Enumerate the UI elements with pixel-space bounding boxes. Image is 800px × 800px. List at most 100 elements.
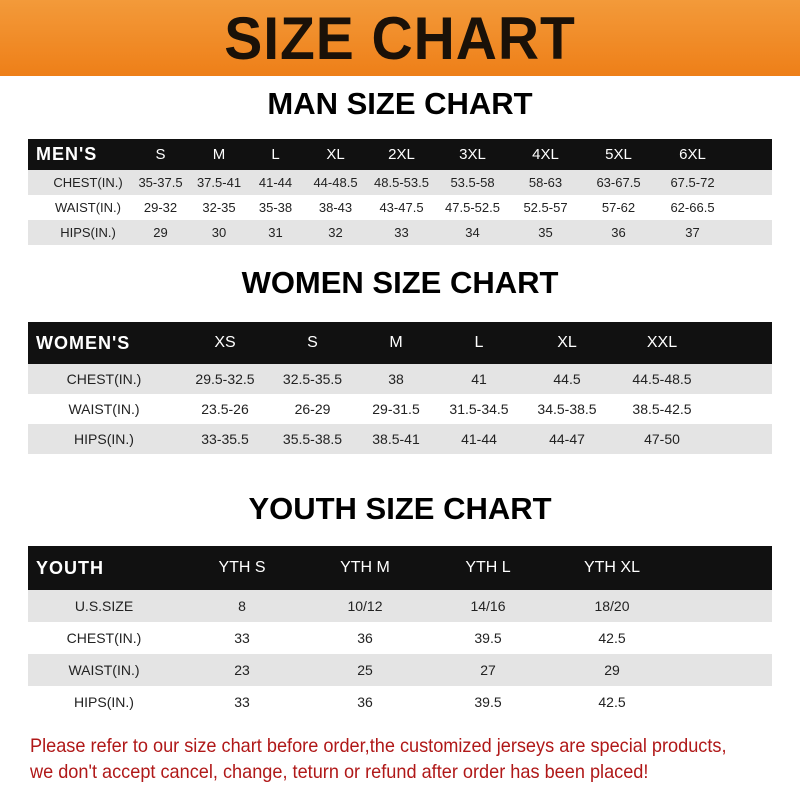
table-cell: S (155, 146, 166, 163)
notice-line-1: Please refer to our size chart before or… (30, 735, 727, 757)
table-cell: 4XL (532, 146, 559, 163)
table-cell: 38.5-42.5 (632, 401, 692, 417)
table-cell: 36 (357, 694, 373, 710)
table-cell: 44-47 (549, 431, 585, 447)
table-cell: 44-48.5 (313, 175, 358, 190)
table-cell: 23.5-26 (201, 401, 249, 417)
table-cell: 3XL (459, 146, 486, 163)
table-cell: 36 (611, 225, 626, 240)
row-label: WOMEN'S (36, 332, 131, 353)
table-row: HIPS(IN.) 29 30 31 32 33 34 35 36 37 (28, 220, 772, 245)
table-cell: 41-44 (461, 431, 497, 447)
table-cell: 33-35.5 (201, 431, 249, 447)
men-chart-title: MAN SIZE CHART (267, 86, 533, 121)
table-cell: 5XL (605, 146, 632, 163)
table-cell: 29 (153, 225, 168, 240)
row-label: HIPS(IN.) (74, 694, 134, 710)
table-cell: 37.5-41 (196, 175, 242, 190)
row-label: YOUTH (36, 557, 104, 578)
table-cell: 42.5 (598, 630, 626, 646)
row-label: WAIST(IN.) (68, 662, 140, 678)
row-label: CHEST(IN.) (66, 630, 142, 646)
table-cell: 38 (388, 371, 404, 387)
table-cell: 32-35 (202, 200, 236, 215)
table-cell: 57-62 (601, 200, 636, 215)
table-cell: 35.5-38.5 (282, 431, 343, 447)
table-cell: 30 (211, 225, 227, 240)
table-cell: 8 (238, 598, 246, 614)
youth-size-table: YOUTH YTH S YTH M YTH L YTH XL U.S.SIZE 8 10/12… (28, 546, 772, 718)
table-cell: 44.5-48.5 (632, 371, 692, 387)
row-label: HIPS(IN.) (74, 431, 134, 447)
table-cell: 23 (234, 662, 250, 678)
table-cell: 44.5 (553, 371, 581, 387)
row-label: WAIST(IN.) (68, 401, 140, 417)
table-header-row: MEN'S S M L XL 2XL 3XL 4XL 5XL 6XL (28, 139, 772, 170)
size-chart-banner: SIZE CHART (0, 0, 800, 76)
table-cell: 27 (480, 662, 496, 678)
table-cell: 2XL (388, 146, 415, 163)
table-cell: 33 (394, 225, 409, 240)
table-cell: 67.5-72 (670, 175, 715, 190)
table-cell: 63-67.5 (596, 175, 641, 190)
table-cell: 37 (685, 225, 700, 240)
table-cell: 53.5-58 (450, 175, 495, 190)
table-cell: 38-43 (318, 200, 353, 215)
table-row: CHEST(IN.) 35-37.5 37.5-41 41-44 44-48.5 48.5… (28, 170, 772, 195)
table-cell: 47-50 (644, 431, 680, 447)
order-notice: Please refer to our size chart before or… (30, 733, 728, 785)
table-cell: 31 (268, 225, 283, 240)
table-cell: 62-66.5 (670, 200, 715, 215)
table-cell: 18/20 (594, 598, 630, 614)
table-row: WAIST(IN.) 23.5-26 26-29 29-31.5 31.5-34.5 34… (28, 394, 772, 424)
table-cell: YTH L (465, 559, 511, 576)
table-row: CHEST(IN.) 29.5-32.5 32.5-35.5 38 41 44.5 44.5… (28, 364, 772, 394)
row-label: HIPS(IN.) (60, 225, 116, 240)
table-cell: 25 (357, 662, 373, 678)
men-size-table: MEN'S S M L XL 2XL 3XL 4XL 5XL 6XL CHEST(IN.) 35-37… (28, 139, 772, 245)
row-label: U.S.SIZE (74, 598, 134, 614)
youth-chart-title: YOUTH SIZE CHART (248, 491, 552, 526)
table-cell: S (307, 334, 318, 351)
women-size-table: WOMEN'S XS S M L XL XXL CHEST(IN.) 29.5-32.5 32.5… (28, 322, 772, 454)
table-row: HIPS(IN.) 33 36 39.5 42.5 (28, 686, 772, 718)
table-cell: 14/16 (470, 598, 506, 614)
table-cell: 29.5-32.5 (195, 371, 255, 387)
table-cell: 41 (471, 371, 487, 387)
table-cell: 33 (234, 694, 250, 710)
table-row: WAIST(IN.) 29-32 32-35 35-38 38-43 43-47.5 47.… (28, 195, 772, 220)
table-cell: YTH M (340, 559, 390, 576)
row-label: CHEST(IN.) (66, 371, 142, 387)
table-cell: 32.5-35.5 (282, 371, 343, 387)
table-cell: YTH S (218, 559, 266, 576)
table-cell: 29 (604, 662, 620, 678)
row-label: MEN'S (36, 144, 98, 164)
table-cell: 42.5 (598, 694, 626, 710)
table-cell: 39.5 (474, 630, 502, 646)
notice-line-2: we don't accept cancel, change, teturn o… (30, 761, 649, 783)
table-cell: 52.5-57 (523, 200, 568, 215)
table-cell: 48.5-53.5 (374, 175, 429, 190)
table-cell: L (474, 334, 484, 351)
table-cell: XL (557, 334, 577, 351)
row-label: CHEST(IN.) (53, 175, 123, 190)
row-label: WAIST(IN.) (55, 200, 121, 215)
table-header-row: WOMEN'S XS S M L XL XXL (28, 322, 772, 364)
table-cell: 34 (465, 225, 480, 240)
table-cell: 35-38 (258, 200, 293, 215)
table-row: U.S.SIZE 8 10/12 14/16 18/20 (28, 590, 772, 622)
table-cell: L (271, 146, 280, 163)
table-cell: 29-31.5 (372, 401, 420, 417)
table-cell: 35-37.5 (138, 175, 183, 190)
table-row: WAIST(IN.) 23 25 27 29 (28, 654, 772, 686)
table-cell: 47.5-52.5 (445, 200, 500, 215)
table-cell: 10/12 (347, 598, 383, 614)
table-cell: 26-29 (294, 401, 331, 417)
table-cell: 29-32 (143, 200, 178, 215)
table-cell: 35 (538, 225, 553, 240)
table-cell: 32 (328, 225, 343, 240)
table-cell: 43-47.5 (379, 200, 424, 215)
table-row: CHEST(IN.) 33 36 39.5 42.5 (28, 622, 772, 654)
table-cell: XXL (646, 334, 678, 351)
table-cell: 33 (234, 630, 250, 646)
